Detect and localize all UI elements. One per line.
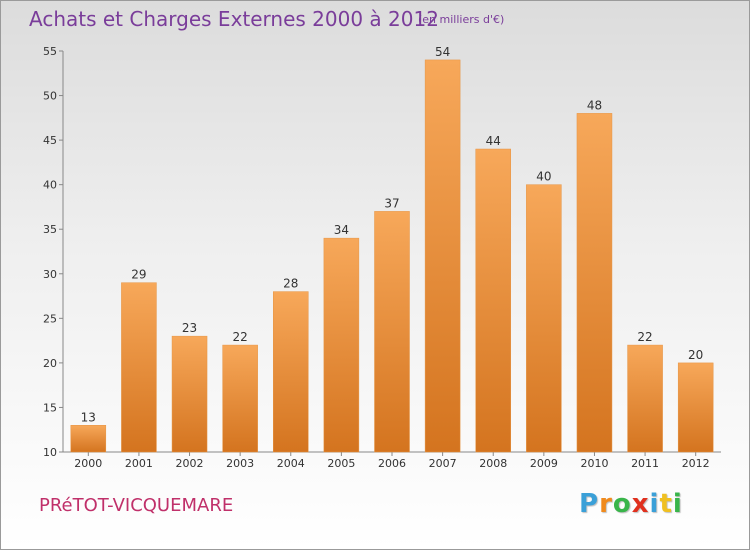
logo-letter: r	[599, 489, 613, 519]
y-tick-label: 55	[43, 45, 57, 58]
data-labels: 13 29 23 22 28 34 37 54 44 40 48 22 20	[81, 45, 704, 424]
logo-letter: t	[659, 489, 673, 519]
y-tick-label: 15	[43, 401, 57, 414]
x-tick-label: 2008	[479, 457, 507, 470]
y-tick-label: 50	[43, 90, 57, 103]
bar	[677, 362, 714, 453]
bar-value-label: 40	[536, 170, 551, 184]
bar-value-label: 34	[334, 223, 349, 237]
bar	[323, 237, 360, 453]
x-tick-label: 2001	[125, 457, 153, 470]
bars	[70, 59, 714, 453]
bar-value-label: 23	[182, 321, 197, 335]
x-tick-label: 2010	[580, 457, 608, 470]
y-tick-label: 25	[43, 312, 57, 325]
bar-value-label: 22	[233, 330, 248, 344]
chart-title: Achats et Charges Externes 2000 à 2012	[29, 7, 439, 31]
y-tick-label: 20	[43, 357, 57, 370]
bar-value-label: 20	[688, 348, 703, 362]
axes: 10 15 20 25 30 35 40 45 50 55 2000 2001 2002 2003 2004…	[43, 45, 721, 470]
bar-value-label: 54	[435, 45, 450, 59]
logo-letter: P	[579, 489, 600, 519]
x-tick-label: 2012	[682, 457, 710, 470]
x-tick-label: 2006	[378, 457, 406, 470]
x-tick-label: 2003	[226, 457, 254, 470]
x-tick-label: 2005	[327, 457, 355, 470]
bar	[273, 291, 309, 453]
y-tick-label: 30	[43, 268, 57, 281]
bar-value-label: 48	[587, 98, 602, 112]
bar	[171, 335, 208, 453]
bar	[526, 184, 562, 453]
bar-value-label: 29	[131, 268, 146, 282]
y-tick-label: 35	[43, 223, 57, 236]
x-tick-label: 2011	[631, 457, 659, 470]
bar-value-label: 22	[637, 330, 652, 344]
x-tick-label: 2002	[176, 457, 204, 470]
proxiti-logo: Proxiti	[579, 489, 683, 519]
bar	[70, 425, 107, 453]
logo-letter: x	[631, 489, 650, 519]
x-tick-label: 2007	[429, 457, 457, 470]
bar	[627, 344, 663, 453]
y-tick-label: 45	[43, 134, 57, 147]
bar-value-label: 13	[81, 410, 96, 424]
logo-letter: i	[672, 489, 683, 519]
bar	[576, 113, 613, 453]
bar-value-label: 44	[486, 134, 501, 148]
bar-value-label: 28	[283, 277, 298, 291]
x-tick-label: 2000	[74, 457, 102, 470]
bar	[121, 282, 157, 453]
y-tick-label: 40	[43, 179, 57, 192]
logo-letter: o	[612, 489, 632, 519]
x-tick-label: 2004	[277, 457, 305, 470]
logo-letter: i	[649, 489, 660, 519]
bar-chart: 10 15 20 25 30 35 40 45 50 55 2000 2001 2002 2003 2004…	[43, 45, 721, 470]
bar	[424, 59, 461, 453]
bar	[374, 211, 410, 453]
bar	[475, 148, 511, 453]
bar	[222, 344, 258, 453]
commune-name: PRéTOT-VICQUEMARE	[39, 495, 234, 516]
x-tick-label: 2009	[530, 457, 558, 470]
y-tick-label: 10	[43, 446, 57, 459]
bar-value-label: 37	[384, 196, 399, 210]
chart-unit: (en milliers d'€)	[418, 13, 505, 26]
